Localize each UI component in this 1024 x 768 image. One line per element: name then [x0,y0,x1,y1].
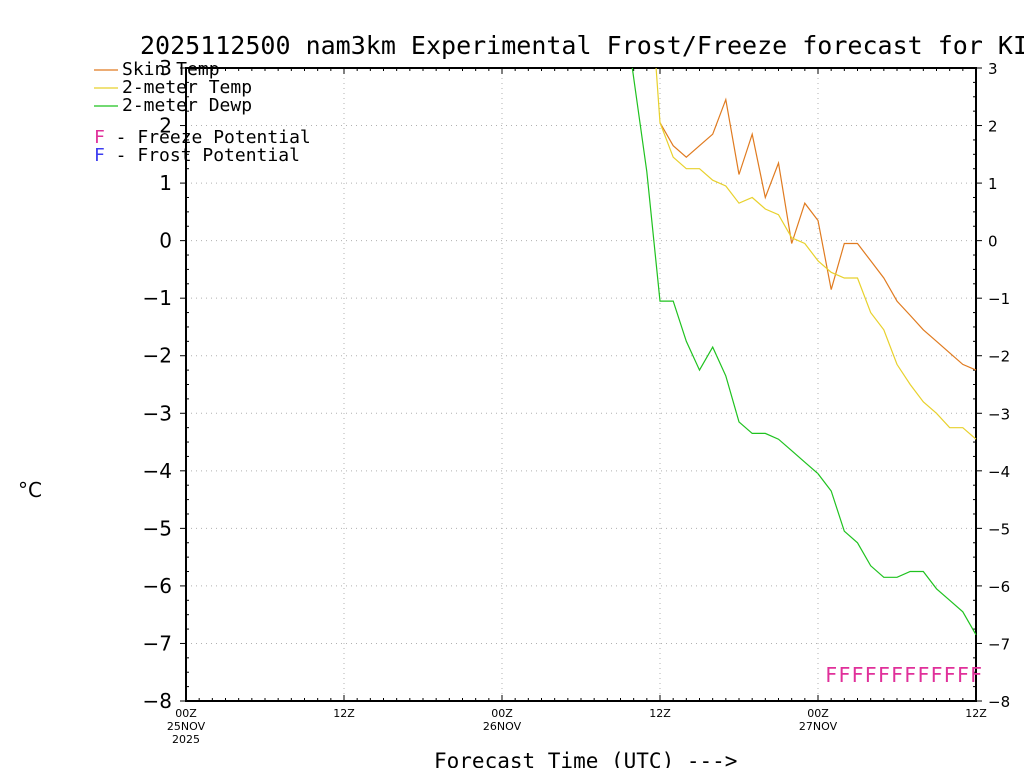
x-tick-label: 12Z [965,707,987,720]
series-2-meter-dewp [631,67,977,636]
y-tick-label-right: 0 [988,233,998,251]
freeze-marker: F [944,663,956,687]
legend-symbol-entry: F - Freeze Potential [94,127,311,148]
grid [186,68,976,701]
freeze-marker: F [970,663,982,687]
y-axis-label: °C [18,478,42,502]
y-tick-label-right: 3 [988,60,998,78]
x-tick-label: 2025 [172,733,200,746]
y-tick-label: −8 [143,689,172,713]
legend-symbol: F [94,145,105,166]
y-tick-label: 1 [159,171,172,195]
freeze-marker: F [891,663,903,687]
x-axis-label: Forecast Time (UTC) ---> [434,749,737,768]
freeze-marker: F [865,663,877,687]
freeze-marker: F [878,663,890,687]
x-tick-label: 12Z [649,707,671,720]
legend-symbol-label: - Frost Potential [105,145,300,166]
y-tick-label: 0 [159,229,172,253]
y-tick-label: 2 [159,114,172,138]
y-tick-label-right: −6 [988,578,1010,596]
y-tick-label: −1 [143,286,172,310]
y-tick-label-right: 1 [988,175,998,193]
legend-symbol-entry: F - Frost Potential [94,145,300,166]
y-tick-label-right: −5 [988,520,1010,538]
series-2-meter-temp [655,67,977,440]
y-tick-labels: 3 2 1 0 −1 −2 −3 −4 −5 −6 −7 −8 [143,56,172,713]
freeze-marker: F [917,663,929,687]
freeze-marker: F [825,663,837,687]
freeze-marker: F [852,663,864,687]
chart-title: 2025112500 nam3km Experimental Frost/Fre… [140,31,1024,60]
legend-label: Skin Temp [122,59,220,80]
legend-symbol-label: - Freeze Potential [105,127,311,148]
y-tick-label: −4 [143,459,172,483]
y-tick-label-right: −2 [988,348,1010,366]
x-tick-label: 27NOV [799,720,838,733]
freeze-marker: F [904,663,916,687]
y-tick-label: −5 [143,516,172,540]
x-tick-label: 00Z [175,707,197,720]
freeze-marker: F [838,663,850,687]
x-tick-label: 00Z [491,707,513,720]
y-tick-label-right: −7 [988,635,1010,653]
y-tick-label-right: −8 [988,693,1010,711]
x-tick-label: 26NOV [483,720,522,733]
y-tick-label-right: 2 [988,118,998,136]
y-tick-label: −7 [143,631,172,655]
x-tick-label: 12Z [333,707,355,720]
y-tick-label-right: −3 [988,405,1010,423]
x-tick-label: 00Z [807,707,829,720]
y-tick-label-right: −4 [988,463,1010,481]
y-tick-label: 3 [159,56,172,80]
x-tick-label: 25NOV [167,720,206,733]
y-tick-label: −2 [143,344,172,368]
y-tick-label-right: −1 [988,290,1010,308]
legend-label: 2-meter Temp [122,77,252,98]
legend-label: 2-meter Dewp [122,95,252,116]
series-skin-temp [659,97,977,371]
data-series [631,67,977,636]
freeze-marker: F [931,663,943,687]
y-tick-label: −3 [143,401,172,425]
freeze-marker: F [957,663,969,687]
y-tick-label: −6 [143,574,172,598]
legend-symbol: F [94,127,105,148]
y-tick-labels-right: 3 2 1 0 −1 −2 −3 −4 −5 −6 −7 −8 [988,60,1010,711]
tick-marks [180,67,982,702]
